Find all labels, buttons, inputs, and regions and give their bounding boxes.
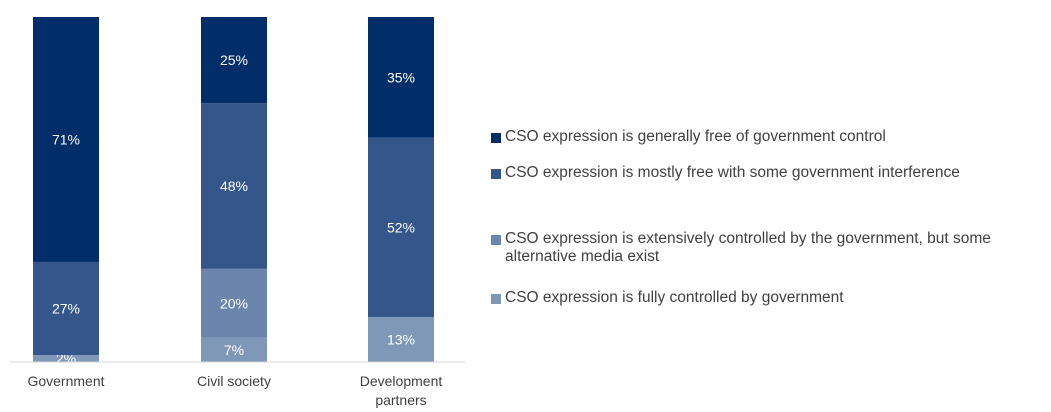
data-label-civil-society-1: 20% [220,295,248,311]
legend-swatch [491,133,501,143]
legend-swatch [491,235,501,245]
data-label-civil-society-0: 7% [224,342,244,358]
data-label-civil-society-3: 25% [220,52,248,68]
bar-segment-government-0 [33,355,99,362]
legend-item-generally-free: CSO expression is generally free of gove… [491,128,1050,146]
data-label-civil-society-2: 48% [220,178,248,194]
category-label-civil-society: Civil society [197,373,271,389]
category-label-development-partners: Development partners [360,373,443,408]
category-label-government: Government [27,373,104,389]
legend-swatch [491,294,501,304]
bar-segment-development-partners-2 [368,137,434,318]
legend-label: CSO expression is generally free of gove… [505,128,886,145]
data-label-development-partners-0: 13% [387,332,415,348]
legend-swatch [491,169,501,179]
legend-label: CSO expression is fully controlled by go… [505,289,844,306]
bar-segment-civil-society-2 [201,103,267,269]
legend-label: CSO expression is extensively controlled… [505,230,991,265]
data-label-development-partners-3: 35% [387,69,415,85]
bar-segment-civil-society-3 [201,17,267,104]
legend-item-fully-controlled: CSO expression is fully controlled by go… [491,289,1050,307]
stacked-bar-chart: 2%27%71%7%20%48%25%13%52%35% Government C… [10,17,465,408]
bar-segment-development-partners-3 [368,17,434,138]
bar-segment-government-2 [33,261,99,356]
data-label-government-3: 71% [52,131,80,147]
bar-segment-civil-society-1 [201,268,267,338]
bars-group: 2%27%71%7%20%48%25%13%52%35% [33,17,434,367]
data-label-development-partners-2: 52% [387,219,415,235]
data-label-government-2: 27% [52,301,80,317]
bar-segment-civil-society-0 [201,337,267,362]
bar-segment-government-3 [33,17,99,262]
bar-segment-development-partners-0 [368,317,434,362]
legend-item-mostly-free: CSO expression is mostly free with some … [491,164,1050,182]
legend-item-extensively-controlled: CSO expression is extensively controlled… [491,230,1050,266]
category-labels: Government Civil society Development partne… [27,373,442,408]
legend-label: CSO expression is mostly free with some … [505,164,960,181]
